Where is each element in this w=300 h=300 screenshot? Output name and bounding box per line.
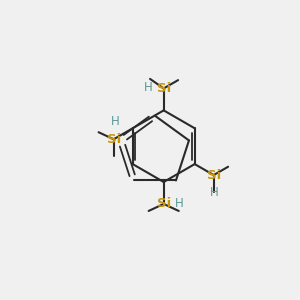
Text: H: H [175,197,184,210]
Text: H: H [110,115,119,128]
Text: Si: Si [106,133,121,146]
Text: H: H [210,186,219,199]
Text: Si: Si [157,82,171,95]
Text: Si: Si [157,197,171,210]
Text: Si: Si [207,169,221,182]
Text: H: H [143,82,152,94]
